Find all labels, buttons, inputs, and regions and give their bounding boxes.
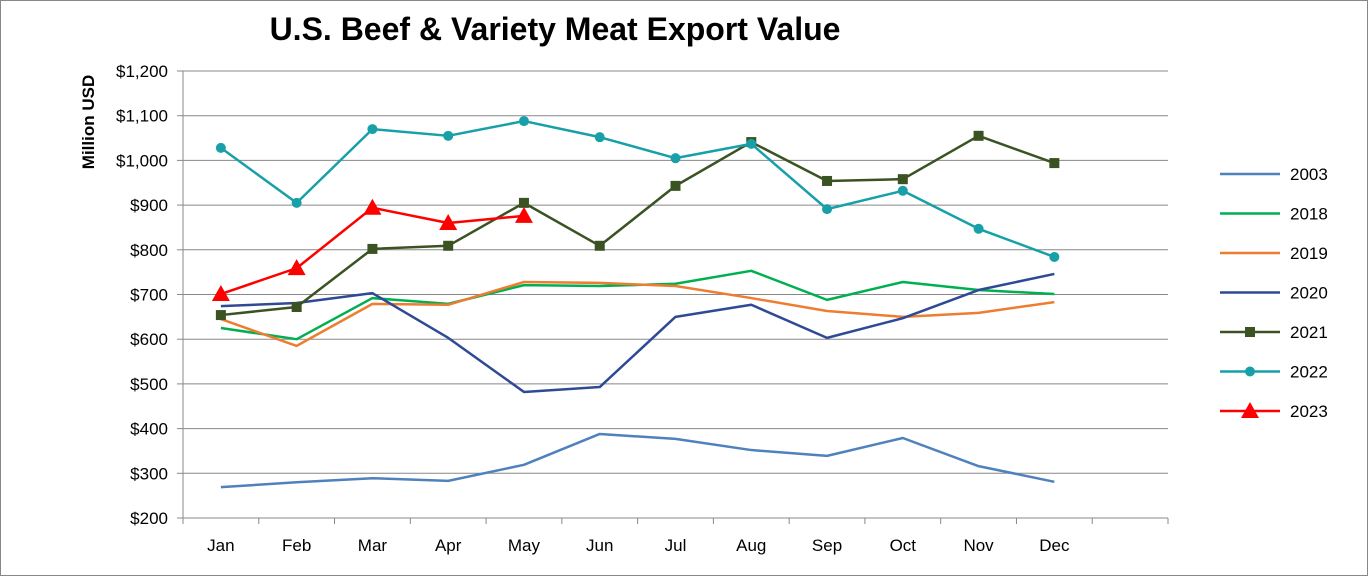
data-point-circle xyxy=(897,185,908,196)
data-point-circle xyxy=(973,223,984,234)
data-point-circle xyxy=(367,124,378,135)
y-tick-label: $1,200 xyxy=(116,62,168,81)
legend-label: 2019 xyxy=(1290,244,1328,263)
y-tick-label: $400 xyxy=(130,420,168,439)
y-tick-label: $300 xyxy=(130,464,168,483)
data-point-square xyxy=(518,197,529,208)
series-2020 xyxy=(220,272,1055,394)
y-tick-label: $1,000 xyxy=(116,151,168,170)
data-point-square xyxy=(443,240,454,251)
series-2003 xyxy=(220,432,1055,489)
series-2018 xyxy=(220,269,1055,341)
x-tick-label: Aug xyxy=(736,536,766,555)
legend-item-2020: 2020 xyxy=(1220,284,1328,303)
legend-label: 2020 xyxy=(1290,284,1328,303)
data-point-square xyxy=(1245,327,1255,337)
data-point-circle xyxy=(746,138,757,149)
x-tick-label: Jan xyxy=(207,536,234,555)
legend-item-2018: 2018 xyxy=(1220,205,1328,224)
x-tick-label: Apr xyxy=(435,536,462,555)
legend-label: 2003 xyxy=(1290,165,1328,184)
data-point-square xyxy=(897,174,908,185)
data-point-square xyxy=(215,310,226,321)
data-point-circle xyxy=(670,153,681,164)
x-tick-label: Feb xyxy=(282,536,311,555)
data-point-circle xyxy=(518,116,529,127)
series-line xyxy=(220,119,1055,259)
data-point-circle xyxy=(1245,366,1255,377)
y-axis-label: Million USD xyxy=(79,75,98,169)
data-point-square xyxy=(367,243,378,254)
x-tick-label: May xyxy=(508,536,541,555)
series-line xyxy=(220,269,1055,341)
data-point-triangle xyxy=(287,259,306,276)
series-line xyxy=(220,432,1055,489)
x-tick-label: Dec xyxy=(1039,536,1070,555)
series-2019 xyxy=(220,280,1055,348)
legend-item-2019: 2019 xyxy=(1220,244,1328,263)
data-point-triangle xyxy=(211,285,230,302)
data-point-triangle xyxy=(514,206,533,223)
y-tick-label: $1,100 xyxy=(116,107,168,126)
y-tick-label: $200 xyxy=(130,509,168,528)
series-line xyxy=(220,134,1055,317)
data-point-square xyxy=(291,302,302,313)
data-point-triangle xyxy=(1241,402,1259,418)
x-tick-label: Sep xyxy=(812,536,842,555)
series-2021 xyxy=(215,130,1060,321)
legend-item-2022: 2022 xyxy=(1220,363,1328,382)
x-tick-label: Mar xyxy=(358,536,388,555)
data-point-circle xyxy=(215,142,226,153)
data-point-circle xyxy=(822,204,833,215)
chart-title: U.S. Beef & Variety Meat Export Value xyxy=(270,11,841,47)
series-2023 xyxy=(211,198,533,302)
x-tick-label: Jun xyxy=(586,536,613,555)
data-point-triangle xyxy=(363,198,382,215)
y-tick-label: $700 xyxy=(130,286,168,305)
x-tick-label: Jul xyxy=(665,536,687,555)
data-point-square xyxy=(973,130,984,141)
x-tick-label: Oct xyxy=(890,536,917,555)
data-point-circle xyxy=(291,197,302,208)
legend-label: 2018 xyxy=(1290,205,1328,224)
series-2022 xyxy=(215,116,1060,262)
legend-label: 2021 xyxy=(1290,323,1328,342)
legend-label: 2023 xyxy=(1290,402,1328,421)
y-tick-label: $500 xyxy=(130,375,168,394)
series-line xyxy=(220,272,1055,394)
data-point-circle xyxy=(443,130,454,141)
legend-item-2023: 2023 xyxy=(1220,402,1328,421)
data-point-square xyxy=(594,240,605,251)
series-line xyxy=(220,280,1055,348)
legend-item-2021: 2021 xyxy=(1220,323,1328,342)
data-point-square xyxy=(822,175,833,186)
y-tick-label: $900 xyxy=(130,196,168,215)
data-point-square xyxy=(670,180,681,191)
data-point-triangle xyxy=(439,213,458,230)
y-tick-label: $600 xyxy=(130,330,168,349)
x-tick-label: Nov xyxy=(963,536,994,555)
legend-item-2003: 2003 xyxy=(1220,165,1328,184)
y-tick-label: $800 xyxy=(130,241,168,260)
data-point-circle xyxy=(594,132,605,143)
legend-label: 2022 xyxy=(1290,363,1328,382)
data-point-circle xyxy=(1049,251,1060,262)
data-point-square xyxy=(1049,158,1060,169)
